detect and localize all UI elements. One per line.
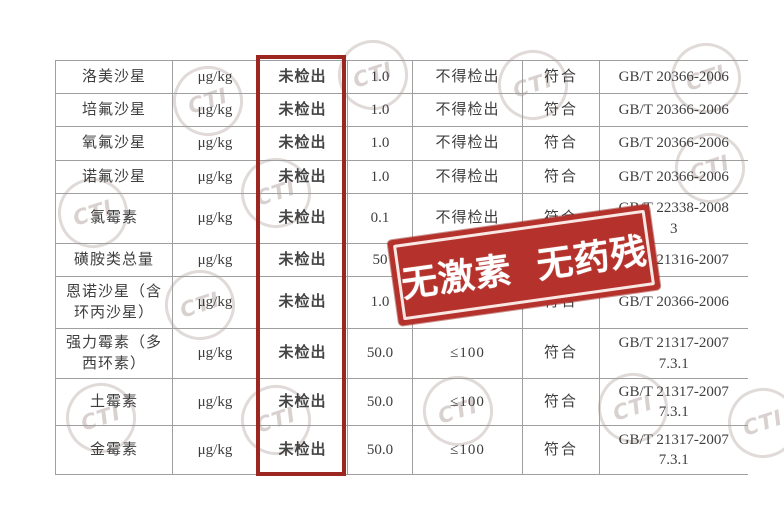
cell-standard-limit: ≤100 xyxy=(412,378,523,426)
table-row: 金霉素 μg/kg 未检出 50.0 ≤100 符合 GB/T 21317-2007 7.3.… xyxy=(55,425,748,475)
cell-unit: μg/kg xyxy=(172,328,258,379)
method-standard-line: 7.3.1 xyxy=(658,404,689,420)
table-row: 土霉素 μg/kg 未检出 50.0 ≤100 符合 GB/T 21317-2007 7.3.… xyxy=(55,378,748,426)
table-row: 氧氟沙星 μg/kg 未检出 1.0 不得检出 符合 GB/T 20366-2006 xyxy=(55,126,748,161)
cell-item-name: 诺氟沙星 xyxy=(55,160,173,194)
cell-result: 未检出 xyxy=(257,276,348,329)
cell-detection-limit: 1.0 xyxy=(347,160,413,194)
cell-detection-limit: 50.0 xyxy=(347,425,413,475)
cell-conclusion: 符合 xyxy=(522,328,600,379)
cell-detection-limit: 1.0 xyxy=(347,126,413,161)
method-standard-line: 3 xyxy=(670,220,678,237)
cell-standard-limit: ≤100 xyxy=(412,425,523,475)
cell-method-standard: GB/T 21317-2007 7.3.1 xyxy=(599,328,748,379)
stamp-text: 无激素 无药残 xyxy=(399,230,650,306)
cell-conclusion: 符合 xyxy=(522,160,600,194)
cell-item-name: 氧氟沙星 xyxy=(55,126,173,161)
cell-conclusion: 符合 xyxy=(522,425,600,475)
cell-item-name: 土霉素 xyxy=(55,378,173,426)
table-row: 强力霉素（多西环素） μg/kg 未检出 50.0 ≤100 符合 GB/T 21317-2… xyxy=(55,328,748,379)
cell-unit: μg/kg xyxy=(172,276,258,329)
cell-detection-limit: 50.0 xyxy=(347,328,413,379)
cell-method-standard: GB/T 20366-2006 xyxy=(599,93,748,127)
cell-item-name: 培氟沙星 xyxy=(55,93,173,127)
cell-detection-limit: 0.1 xyxy=(347,193,413,244)
cell-unit: μg/kg xyxy=(172,243,258,277)
method-standard-line: GB/T 20366-2006 xyxy=(618,294,729,311)
cell-unit: μg/kg xyxy=(172,193,258,244)
cell-item-name: 强力霉素（多西环素） xyxy=(55,328,173,379)
cell-method-standard: GB/T 21317-2007 7.3.1 xyxy=(599,425,748,475)
cell-method-standard: GB/T 21317-2007 7.3.1 xyxy=(599,378,748,426)
cell-unit: μg/kg xyxy=(172,378,258,426)
cell-result: 未检出 xyxy=(257,378,348,426)
method-standard-line: GB/T 20366-2006 xyxy=(618,135,729,152)
cell-standard-limit: 不得检出 xyxy=(412,93,523,127)
cell-item-name: 恩诺沙星（含环丙沙星） xyxy=(55,276,173,329)
cell-result: 未检出 xyxy=(257,60,348,94)
cell-standard-limit: 不得检出 xyxy=(412,160,523,194)
cell-item-name: 金霉素 xyxy=(55,425,173,475)
method-standard-line: GB/T 20366-2006 xyxy=(618,68,729,85)
cell-standard-limit: 不得检出 xyxy=(412,60,523,94)
method-standard-line: GB/T 20366-2006 xyxy=(618,168,729,185)
cell-detection-limit: 1.0 xyxy=(347,60,413,94)
cell-conclusion: 符合 xyxy=(522,60,600,94)
cell-result: 未检出 xyxy=(257,328,348,379)
method-standard-line: 7.3.1 xyxy=(658,355,689,372)
cell-unit: μg/kg xyxy=(172,425,258,475)
method-standard-line: GB/T 21317-2007 xyxy=(618,383,729,400)
cell-item-name: 氯霉素 xyxy=(55,193,173,244)
cell-result: 未检出 xyxy=(257,160,348,194)
cell-conclusion: 符合 xyxy=(522,126,600,161)
cell-conclusion: 符合 xyxy=(522,378,600,426)
cell-result: 未检出 xyxy=(257,93,348,127)
cell-method-standard: GB/T 20366-2006 xyxy=(599,160,748,194)
cell-method-standard: GB/T 20366-2006 xyxy=(599,126,748,161)
cell-item-name: 洛美沙星 xyxy=(55,60,173,94)
table-row: 培氟沙星 μg/kg 未检出 1.0 不得检出 符合 GB/T 20366-2006 xyxy=(55,93,748,127)
cell-method-standard: GB/T 20366-2006 xyxy=(599,276,748,329)
cell-result: 未检出 xyxy=(257,425,348,475)
cell-standard-limit: ≤100 xyxy=(412,328,523,379)
cell-result: 未检出 xyxy=(257,126,348,161)
cell-result: 未检出 xyxy=(257,193,348,244)
method-standard-line: 7.3.1 xyxy=(658,452,689,468)
method-standard-line: GB/T 21317-2007 xyxy=(618,431,729,448)
cell-detection-limit: 1.0 xyxy=(347,93,413,127)
cell-method-standard: GB/T 20366-2006 xyxy=(599,60,748,94)
cell-unit: μg/kg xyxy=(172,126,258,161)
cell-unit: μg/kg xyxy=(172,160,258,194)
cell-detection-limit: 50.0 xyxy=(347,378,413,426)
cell-unit: μg/kg xyxy=(172,93,258,127)
table-row: 洛美沙星 μg/kg 未检出 1.0 不得检出 符合 GB/T 20366-2006 xyxy=(55,60,748,94)
cell-item-name: 磺胺类总量 xyxy=(55,243,173,277)
cell-result: 未检出 xyxy=(257,243,348,277)
cell-unit: μg/kg xyxy=(172,60,258,94)
method-standard-line: GB/T 21317-2007 xyxy=(618,335,729,352)
method-standard-line: GB/T 20366-2006 xyxy=(618,101,729,118)
cell-conclusion: 符合 xyxy=(522,93,600,127)
table-row: 诺氟沙星 μg/kg 未检出 1.0 不得检出 符合 GB/T 20366-2006 xyxy=(55,160,748,194)
cell-standard-limit: 不得检出 xyxy=(412,126,523,161)
